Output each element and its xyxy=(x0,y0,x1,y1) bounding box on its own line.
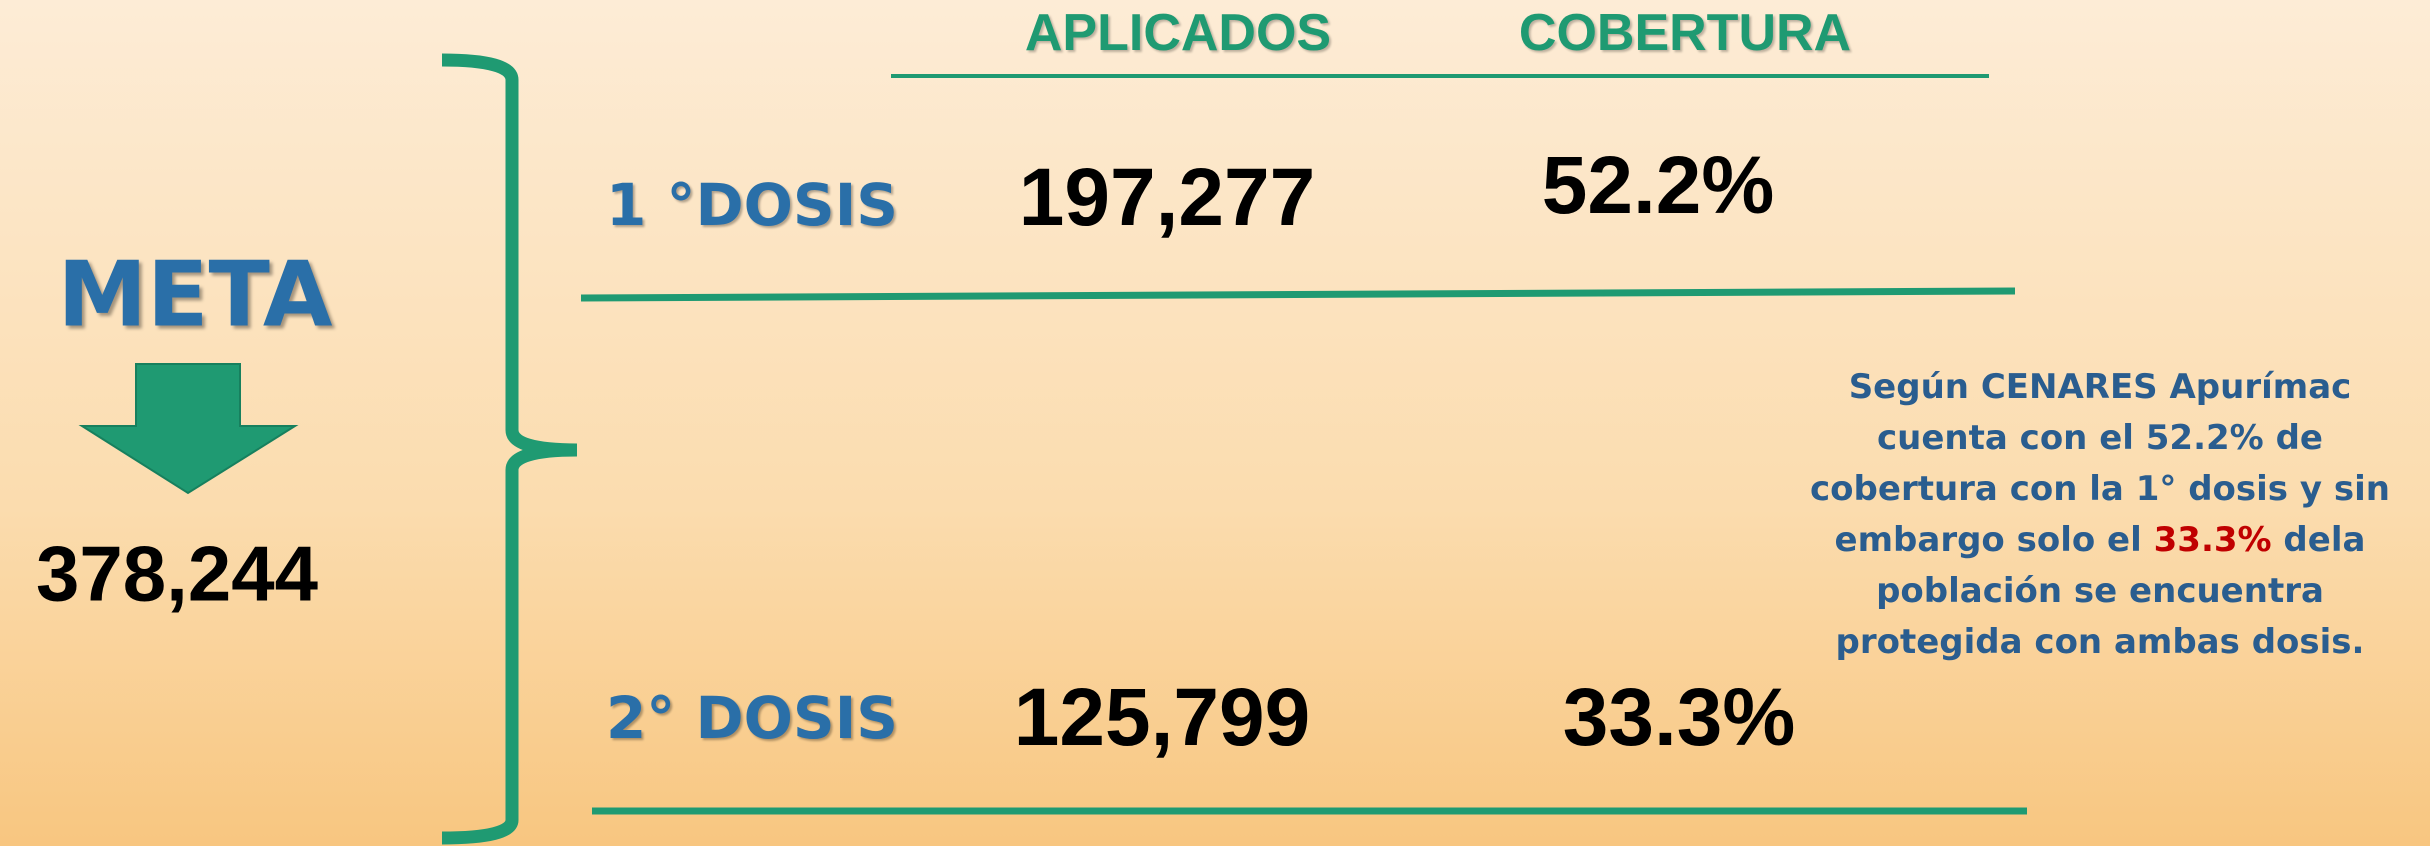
meta-value: 378,244 xyxy=(36,529,318,618)
down-arrow xyxy=(78,363,299,495)
column-header: APLICADOS xyxy=(1024,4,1332,62)
cobertura-value: 52.2% xyxy=(1541,140,1775,231)
aplicados-value: 197,277 xyxy=(1018,152,1316,243)
brace xyxy=(441,53,578,845)
note-highlight: 33.3% xyxy=(2153,520,2272,560)
aplicados-value: 125,799 xyxy=(1013,672,1311,763)
row-label: 2° DOSIS xyxy=(605,684,899,752)
note-text: Según CENARES Apurímac cuenta con el 52.… xyxy=(1810,367,2390,560)
column-header: COBERTURA xyxy=(1518,4,1852,62)
meta-label: META xyxy=(57,242,333,348)
note: Según CENARES Apurímac cuenta con el 52.… xyxy=(1785,362,2415,668)
note-text: dela población se encuentra protegida co… xyxy=(1835,520,2366,662)
row-rule xyxy=(580,287,2016,302)
row-label: 1 °DOSIS xyxy=(605,171,899,239)
cobertura-value: 33.3% xyxy=(1562,672,1796,763)
